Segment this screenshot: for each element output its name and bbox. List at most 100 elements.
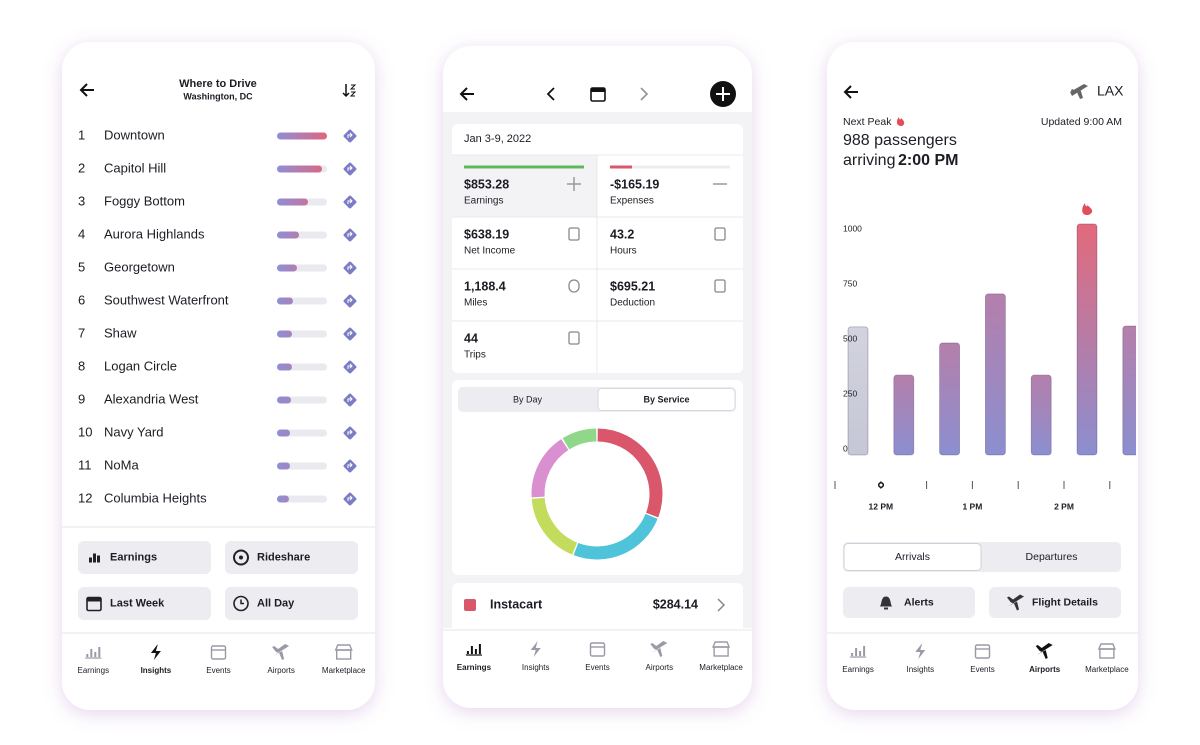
nav-label[interactable]: Events [970,665,994,674]
donut-segment [531,497,578,555]
back-button[interactable] [459,87,474,101]
chevron [717,598,726,612]
nav-label[interactable]: Airports [1029,665,1061,674]
directions-button[interactable] [343,162,357,176]
directions-button[interactable] [343,492,357,506]
directions-button[interactable] [343,129,357,143]
icon-part [347,429,353,435]
stat-cell-selected [452,155,597,217]
nav-label[interactable]: Earnings [457,663,492,672]
rank: 9 [78,391,85,406]
icon-part [272,644,290,660]
directions-button[interactable] [343,459,357,473]
current-time-marker [877,481,885,489]
icon-part [343,393,357,407]
nav-label[interactable]: Earnings [78,666,110,675]
tab-label[interactable]: By Day [513,394,543,404]
prev-button[interactable] [546,87,555,101]
nav-label[interactable]: Earnings [842,665,874,674]
stat-label: Miles [464,298,487,309]
icon-part [470,646,473,654]
arriving-label: arriving [843,152,895,169]
nav-icon [150,644,161,660]
filter-button[interactable] [225,587,358,620]
rank: 6 [78,292,85,307]
nav-icon [850,646,867,658]
icon-part [87,597,101,602]
stat-value: $695.21 [610,279,655,293]
directions-button[interactable] [343,195,357,209]
filter-button[interactable] [225,541,358,574]
score-bar [277,330,292,338]
icon-part [233,595,249,612]
next-button[interactable] [640,87,649,101]
stat-label: Net Income [464,246,516,257]
nav-label[interactable]: Marketplace [322,666,366,675]
y-tick-label: 0 [843,443,848,453]
x-tick-label: 2 PM [1054,501,1074,511]
nav-label[interactable]: Events [206,666,230,675]
stat-value: $853.28 [464,177,509,191]
icon-part [568,331,580,345]
bar [1122,325,1136,456]
icon-part [343,162,357,176]
bar-group [847,223,1136,456]
nav-label[interactable]: Insights [907,665,935,674]
directions-button[interactable] [343,393,357,407]
icon-part [89,557,92,563]
directions-button[interactable] [343,426,357,440]
action-button[interactable] [843,587,975,618]
stat-label: Expenses [610,196,654,207]
icon-part [863,646,866,656]
nav-label[interactable]: Airports [267,666,295,675]
nav-label[interactable]: Insights [522,663,550,672]
tab-label[interactable]: By Service [643,394,689,404]
stat-label: Earnings [464,196,503,207]
filter-button[interactable] [78,587,211,620]
directions-button[interactable] [343,228,357,242]
y-tick-label: 1000 [843,223,862,233]
neighborhood-name: Southwest Waterfront [104,292,229,307]
filter-label: All Day [257,597,295,609]
add-button[interactable] [710,81,736,107]
service-row[interactable] [452,583,743,633]
stat-value: 1,188.4 [464,279,506,293]
action-button[interactable] [989,587,1121,618]
tab-label[interactable]: Departures [1026,551,1078,563]
icon-part [567,177,581,191]
back-button[interactable] [843,85,858,99]
rank: 5 [78,259,85,274]
icon-part [974,644,991,659]
y-tick-label: 750 [843,278,857,288]
nav-icon [712,641,731,657]
bar [847,326,869,456]
directions-button[interactable] [343,261,357,275]
nav-label[interactable]: Marketplace [1085,665,1129,674]
icon-part [343,426,357,440]
icon-part [474,649,477,654]
icon-part [851,653,854,656]
nav-label[interactable]: Insights [141,666,172,675]
nav-label[interactable]: Airports [646,663,674,672]
tab-label[interactable]: Arrivals [895,551,930,563]
neighborhood-name: Georgetown [104,259,175,274]
icon-part [233,549,249,566]
score-bar [277,396,291,404]
nav-label[interactable]: Events [585,663,609,672]
nav-icon [530,641,541,657]
nav-label[interactable]: Marketplace [699,663,743,672]
score-bar [277,429,290,437]
directions-button[interactable] [343,360,357,374]
directions-button[interactable] [343,294,357,308]
icon-part [343,327,357,341]
calendar-button[interactable] [590,87,606,102]
sort-button[interactable] [342,84,357,98]
filter-button[interactable] [78,541,211,574]
back-button[interactable] [79,83,94,97]
score-bar [277,165,322,173]
icon-part [98,647,101,657]
button-label: Flight Details [1032,596,1098,608]
directions-button[interactable] [343,327,357,341]
